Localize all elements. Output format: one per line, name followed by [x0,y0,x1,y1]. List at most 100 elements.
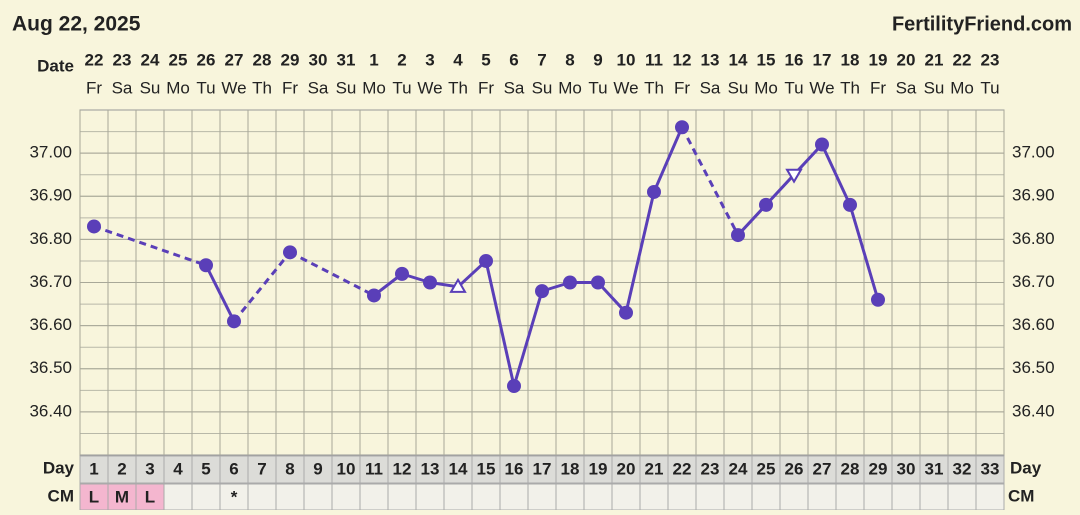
weekday: Sa [700,78,721,97]
date-number: 30 [309,50,328,69]
line-segment [624,191,656,314]
weekday: Fr [870,78,886,97]
day-cell [527,455,557,484]
day-number: 5 [201,459,210,478]
day-cell [891,455,921,484]
cm-cell [639,483,669,511]
day-number: 17 [533,459,552,478]
marker [843,197,857,212]
marker [731,228,745,243]
day-number: 25 [757,459,776,478]
marker [619,305,633,320]
date-number: 7 [537,50,546,69]
day-number: 11 [365,459,383,478]
cm-value: M [115,487,129,506]
weekday: Su [336,78,357,97]
y-tick-label-right: 37.00 [1012,143,1055,162]
marker [759,197,773,212]
day-number: 4 [173,459,183,478]
weekday: Tu [588,78,607,97]
marker [871,292,885,307]
date-number: 23 [113,50,132,69]
cm-cell [527,483,557,511]
cm-cell [695,483,725,511]
marker [367,288,381,303]
day-number: 8 [285,459,294,478]
cm-value: * [231,487,238,506]
weekday: Su [140,78,161,97]
weekday: Tu [784,78,803,97]
marker [479,253,493,268]
weekday: We [221,78,246,97]
marker [563,275,577,290]
y-tick-label-right: 36.80 [1012,229,1055,248]
weekday: Th [448,78,468,97]
weekday: Su [924,78,945,97]
bridge-line [680,126,740,236]
marker [283,245,297,260]
date-number: 22 [953,50,972,69]
day-cell [359,455,389,484]
cm-cell [835,483,865,511]
cm-cell [247,483,277,511]
day-number: 2 [117,459,126,478]
date-number: 24 [141,50,160,69]
cm-cell [275,483,305,511]
day-number: 12 [393,459,412,478]
day-cell [247,455,277,484]
weekday: We [613,78,638,97]
date-label: Date [37,56,74,75]
date-number: 3 [425,50,434,69]
cm-cell [219,483,249,511]
line-segment [652,126,684,193]
cm-cell [779,483,809,511]
marker [423,275,437,290]
cm-cell [611,483,641,511]
marker [199,258,213,273]
cm-cell [499,483,529,511]
cm-cell [947,483,977,511]
cm-cell [163,483,193,511]
day-number: 29 [869,459,888,478]
day-number: 1 [89,459,98,478]
day-number: 15 [477,459,496,478]
day-number: 16 [505,459,524,478]
date-number: 9 [593,50,602,69]
day-number: 18 [561,459,580,478]
cm-cell [975,483,1005,511]
cm-cell [359,483,389,511]
y-tick-label: 36.60 [29,315,72,334]
date-number: 28 [253,50,272,69]
day-cell [471,455,501,484]
cm-cell [919,483,949,511]
cm-cell [135,483,165,511]
date-number: 31 [337,50,356,69]
date-number: 6 [509,50,518,69]
date-number: 12 [673,50,692,69]
line-segment [820,143,852,206]
weekday: Sa [504,78,525,97]
cm-cell [191,483,221,511]
marker [647,184,661,199]
date-number: 1 [369,50,378,69]
cm-cell [751,483,781,511]
day-label: Day [1010,458,1042,477]
bridge-line [93,225,207,267]
cm-cell [331,483,361,511]
day-number: 31 [925,459,944,478]
y-tick-label-right: 36.40 [1012,401,1055,420]
date-number: 16 [785,50,804,69]
marker [395,266,409,281]
date-number: 17 [813,50,832,69]
day-number: 14 [449,459,468,478]
y-tick-label: 36.40 [29,401,72,420]
date-number: 18 [841,50,860,69]
date-number: 26 [197,50,216,69]
marker [591,275,605,290]
weekday: Mo [754,78,778,97]
date-number: 8 [565,50,574,69]
cm-label: CM [48,486,74,505]
day-number: 33 [981,459,1000,478]
weekday: Mo [166,78,190,97]
